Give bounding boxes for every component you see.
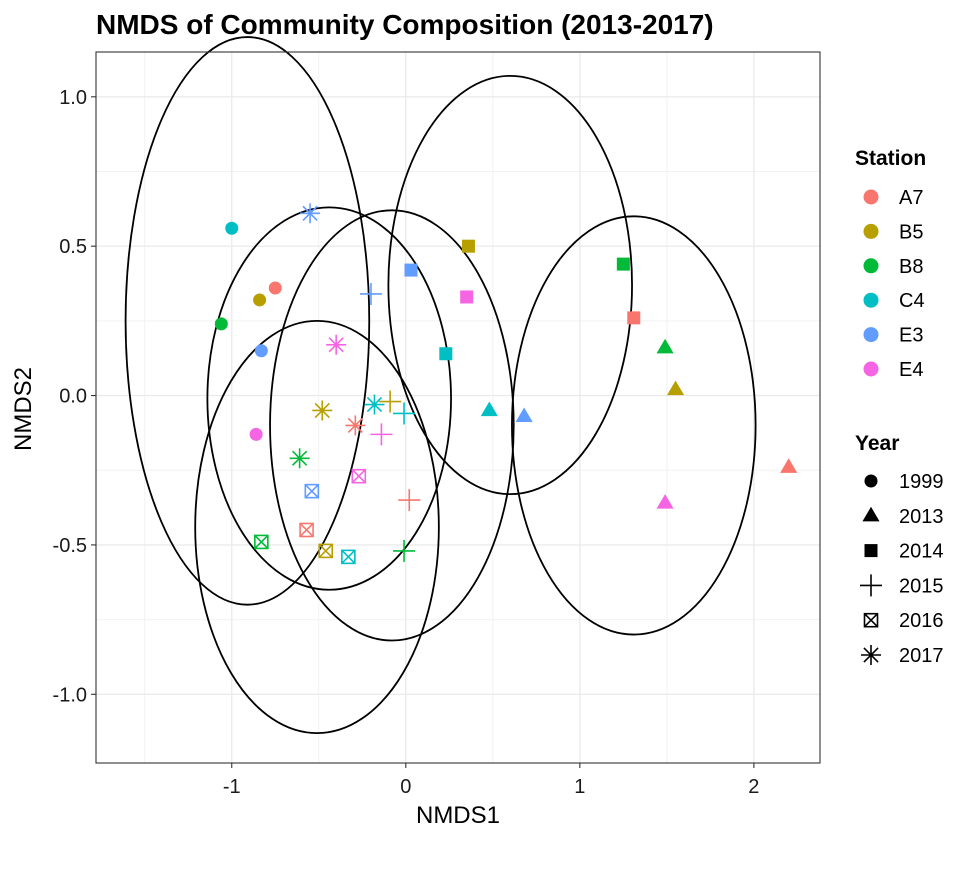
x-tick-label: 2 <box>748 776 759 798</box>
y-axis-title: NMDS2 <box>10 367 37 451</box>
y-tick-label: -0.5 <box>53 535 87 557</box>
y-tick-label: 0.0 <box>59 386 87 408</box>
point-c4-2013 <box>480 401 498 417</box>
ellipse-2015 <box>269 209 515 642</box>
legend-key-e3 <box>863 327 879 343</box>
panel-border <box>95 51 821 764</box>
point-a7-2013 <box>780 458 798 473</box>
legend-label-c4: C4 <box>899 290 925 312</box>
year-legend: Year 1999 2013 2014 2015 2016 2017 <box>855 432 944 667</box>
point-e4-2017 <box>326 334 347 355</box>
legend-label-2017: 2017 <box>899 645 944 667</box>
point-a7-2017 <box>345 415 366 436</box>
point-e3-2014 <box>404 263 418 277</box>
station-legend: Station A7 B5 B8 C4 E3 E4 <box>855 147 926 381</box>
legend-label-1999: 1999 <box>899 471 944 493</box>
point-b8-2016 <box>254 534 269 550</box>
x-tick-label: 0 <box>400 776 411 798</box>
legend-label-2015: 2015 <box>899 575 944 597</box>
point-b5-2016 <box>318 543 334 559</box>
point-b8-2014 <box>616 257 630 271</box>
year-ellipses <box>124 36 757 735</box>
point-b8-2015 <box>393 539 416 562</box>
legend-key-2017 <box>861 645 881 665</box>
point-b8-2013 <box>656 338 674 354</box>
point-c4-1999 <box>225 221 239 235</box>
point-c4-2016 <box>341 549 356 565</box>
legend-label-2016: 2016 <box>899 610 944 632</box>
point-b5-2017 <box>312 400 333 421</box>
legend-label-a7: A7 <box>899 187 923 209</box>
legend-label-2014: 2014 <box>899 541 944 563</box>
point-e4-1999 <box>249 427 263 441</box>
legend-key-b5 <box>863 223 879 239</box>
point-b5-1999 <box>253 293 267 307</box>
panel-background <box>96 52 820 763</box>
legend-key-2014 <box>864 544 878 558</box>
point-c4-2014 <box>439 347 453 361</box>
ellipse-1999 <box>124 36 371 606</box>
ellipse-2016 <box>194 319 440 735</box>
point-b5-2013 <box>666 380 685 396</box>
point-a7-2015 <box>398 489 421 512</box>
point-e3-2013 <box>515 407 533 423</box>
ellipse-2014 <box>387 74 633 496</box>
x-tick-label: 1 <box>574 776 585 798</box>
x-axis-title: NMDS1 <box>416 802 500 829</box>
point-e3-1999 <box>254 344 268 358</box>
point-b5-2015 <box>379 390 402 413</box>
point-b8-2017 <box>289 448 310 469</box>
legend-key-2013 <box>862 506 880 522</box>
legend-key-c4 <box>863 292 879 308</box>
chart-title: NMDS of Community Composition (2013-2017… <box>96 9 714 40</box>
legend-key-a7 <box>863 189 879 205</box>
point-c4-2015 <box>393 402 416 425</box>
plot-panel <box>95 36 821 764</box>
point-c4-2017 <box>364 394 385 415</box>
legend-key-b8 <box>863 258 879 274</box>
legend-label-e3: E3 <box>899 325 923 347</box>
legend-key-e4 <box>863 361 879 377</box>
station-legend-title: Station <box>855 147 926 170</box>
point-a7-2016 <box>299 522 314 538</box>
ellipse-2013 <box>511 215 757 636</box>
y-tick-label: -1.0 <box>53 684 87 706</box>
legend-key-2016 <box>863 612 879 628</box>
ellipse-2017 <box>206 206 452 591</box>
point-e4-2016 <box>351 468 367 484</box>
legend-label-b5: B5 <box>899 221 923 243</box>
legend-key-1999 <box>864 474 878 488</box>
point-e4-2013 <box>656 494 674 509</box>
year-legend-title: Year <box>855 432 899 455</box>
point-b8-1999 <box>214 317 228 331</box>
x-axis: -1 0 1 2 <box>223 763 759 798</box>
legend-label-2013: 2013 <box>899 506 944 528</box>
major-gridlines <box>96 52 820 763</box>
point-b5-2014 <box>461 239 475 253</box>
y-tick-label: 1.0 <box>59 87 87 109</box>
legend-label-e4: E4 <box>899 359 923 381</box>
point-a7-2014 <box>627 311 641 325</box>
point-e3-2016 <box>304 483 320 499</box>
point-e4-2015 <box>370 423 393 446</box>
point-e3-2017 <box>300 203 321 224</box>
legend-label-b8: B8 <box>899 256 923 278</box>
y-tick-label: 0.5 <box>59 236 87 258</box>
point-e4-2014 <box>460 290 474 304</box>
data-points <box>214 203 798 565</box>
point-a7-1999 <box>268 281 282 295</box>
legend-key-2015 <box>860 574 882 597</box>
y-axis: -1.0 -0.5 0.0 0.5 1.0 <box>53 87 96 706</box>
point-e3-2015 <box>359 282 382 305</box>
x-tick-label: -1 <box>223 776 241 798</box>
